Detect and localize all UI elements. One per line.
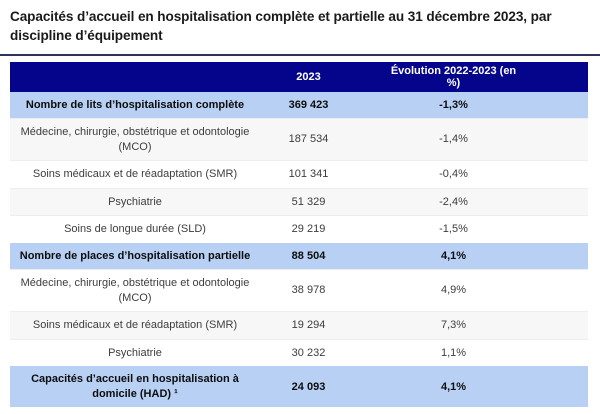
table-row: Psychiatrie 51 329 -2,4%	[10, 187, 588, 216]
row-label: Psychiatrie	[10, 187, 260, 216]
row-evolution: -1,3%	[375, 91, 588, 119]
row-value-2023: 30 232	[260, 338, 375, 367]
row-value-2023: 38 978	[260, 269, 375, 312]
table-row: Soins médicaux et de réadaptation (SMR) …	[10, 160, 588, 189]
row-value-2023: 51 329	[260, 187, 375, 216]
row-evolution: 4,1%	[375, 366, 588, 408]
title-divider	[0, 53, 600, 56]
row-value-2023: 369 423	[260, 91, 375, 119]
col-header-discipline	[10, 61, 260, 92]
capacity-table: 2023 Évolution 2022-2023 (en %) Nombre d…	[10, 61, 588, 408]
row-evolution: 4,9%	[375, 269, 588, 312]
row-evolution: -1,4%	[375, 118, 588, 161]
row-value-2023: 19 294	[260, 311, 375, 340]
table-row: Soins médicaux et de réadaptation (SMR) …	[10, 311, 588, 340]
page: Capacités d’accueil en hospitalisation c…	[0, 8, 600, 414]
table-row-total-lits: Nombre de lits d’hospitalisation complèt…	[10, 91, 588, 119]
row-label: Nombre de lits d’hospitalisation complèt…	[10, 91, 260, 119]
table-row-total-had: Capacités d’accueil en hospitalisation à…	[10, 366, 588, 408]
row-label: Soins médicaux et de réadaptation (SMR)	[10, 160, 260, 189]
row-label: Soins médicaux et de réadaptation (SMR)	[10, 311, 260, 340]
row-label: Nombre de places d’hospitalisation parti…	[10, 242, 260, 270]
table-row-total-places: Nombre de places d’hospitalisation parti…	[10, 242, 588, 270]
row-label: Psychiatrie	[10, 338, 260, 367]
row-label: Capacités d’accueil en hospitalisation à…	[10, 366, 260, 408]
row-evolution: 7,3%	[375, 311, 588, 340]
row-value-2023: 29 219	[260, 215, 375, 243]
row-value-2023: 101 341	[260, 160, 375, 189]
table-row: Médecine, chirurgie, obstétrique et odon…	[10, 269, 588, 312]
row-evolution: 1,1%	[375, 338, 588, 367]
col-header-evolution: Évolution 2022-2023 (en %)	[375, 61, 588, 92]
row-label: Médecine, chirurgie, obstétrique et odon…	[10, 269, 260, 312]
row-value-2023: 187 534	[260, 118, 375, 161]
row-label: Médecine, chirurgie, obstétrique et odon…	[10, 118, 260, 161]
table-row: Psychiatrie 30 232 1,1%	[10, 338, 588, 367]
table-header-row: 2023 Évolution 2022-2023 (en %)	[10, 61, 588, 92]
col-header-2023: 2023	[260, 61, 375, 92]
row-evolution: -0,4%	[375, 160, 588, 189]
row-evolution: 4,1%	[375, 242, 588, 270]
row-value-2023: 88 504	[260, 242, 375, 270]
row-label: Soins de longue durée (SLD)	[10, 215, 260, 243]
row-evolution: -1,5%	[375, 215, 588, 243]
table-row: Médecine, chirurgie, obstétrique et odon…	[10, 118, 588, 161]
page-title: Capacités d’accueil en hospitalisation c…	[10, 9, 552, 43]
row-value-2023: 24 093	[260, 366, 375, 408]
row-evolution: -2,4%	[375, 187, 588, 216]
table-row: Soins de longue durée (SLD) 29 219 -1,5%	[10, 215, 588, 243]
